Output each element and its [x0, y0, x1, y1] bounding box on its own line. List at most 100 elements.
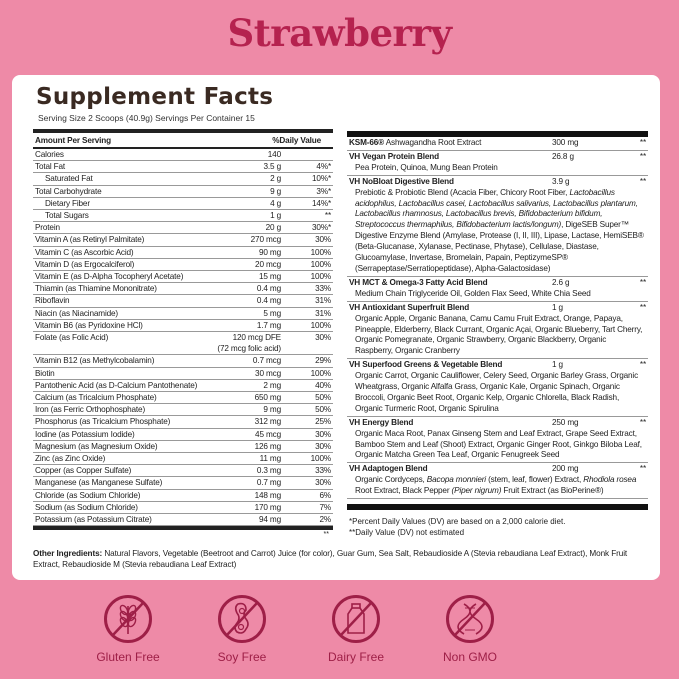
blend-amount: 250 mg [552, 417, 579, 427]
blend-name-text: VH NoBloat Digestive Blend [349, 176, 454, 186]
flavor-title: Strawberry [227, 11, 452, 55]
amount-value: 4 g [270, 198, 281, 208]
nutrient-name: Calcium (as Tricalcium Phosphate) [35, 393, 157, 403]
latin-name: Rhodiola rosea [583, 475, 637, 485]
blend-amount: 3.9 g [552, 176, 570, 186]
blend-dv: ** [639, 176, 646, 186]
blend-row: KSM-66® Ashwagandha Root Extract 300 mg ** [347, 137, 648, 151]
nutrient-name: Vitamin C (as Ascorbic Acid) [35, 247, 134, 257]
blend-name-text: VH Superfood Greens & Vegetable Blend [349, 360, 503, 370]
table-end-rule [347, 504, 648, 511]
blend-name: VH Vegan Protein Blend [349, 152, 546, 163]
daily-value: 30% [315, 333, 331, 343]
blend-row: VH Antioxidant Superfruit Blend 1 g ** Orga… [347, 302, 648, 360]
table-row: Folate (as Folic Acid) 120 mcg DFE (72 mcg… [33, 332, 333, 356]
amount-value: 30 mcg [255, 368, 281, 378]
badge-label: Gluten Free [96, 650, 160, 665]
blend-amount: 2.6 g [552, 277, 570, 287]
blend-name-text: VH Antioxidant Superfruit Blend [349, 302, 470, 312]
blend-name-text: VH Energy Blend [349, 417, 414, 427]
daily-value: 2% [319, 515, 331, 525]
table-row: Biotin 30 mcg 100% [33, 368, 333, 380]
nutrient-amount: 170 mg [223, 502, 282, 513]
amount-value: 120 mcg DFE [232, 333, 282, 343]
latin-name: Lactobacillus acidophilus, Lactobacillus… [355, 187, 638, 230]
blend-amount: 300 mg [552, 138, 579, 147]
amount-detail: (72 mcg folic acid) [217, 344, 281, 354]
blend-name-text: KSM-66® [349, 138, 385, 147]
nutrient-name: Magnesium (as Magnesium Oxide) [35, 441, 158, 451]
ingredient-text: Fruit Extract (as BioPerine®) [501, 486, 604, 496]
daily-value: 30% [315, 478, 331, 488]
blend-dv: ** [639, 302, 646, 312]
blend-header: KSM-66® Ashwagandha Root Extract 300 mg ** [349, 138, 646, 149]
latin-name: (Piper nigrum) [451, 486, 502, 496]
blend-header: VH Vegan Protein Blend 26.8 g ** [349, 152, 646, 163]
daily-value: 100% [310, 320, 331, 330]
table-row: Copper (as Copper Sulfate) 0.3 mg 33% [33, 465, 333, 478]
badge-label: Dairy Free [327, 650, 384, 665]
ingredient-text: (stem, leaf, flower) Extract, [485, 475, 584, 485]
daily-value: 30%* [312, 223, 331, 233]
blend-dv: ** [639, 360, 646, 370]
blend-ingredients: Pea Protein, Quinoa, Mung Bean Protein [349, 163, 646, 174]
blend-ingredients: Organic Cordyceps, Bacopa monnieri (stem… [349, 475, 646, 497]
badge-label: Non GMO [442, 650, 497, 665]
ingredient-text: Pea Protein, Quinoa, Mung Bean Protein [355, 162, 498, 172]
nutrient-amount: 1 g [223, 210, 281, 221]
daily-value: 30% [315, 441, 331, 451]
supplement-facts-card: Supplement Facts Serving Size 2 Scoops (… [12, 75, 660, 581]
daily-value: 25% [315, 417, 331, 427]
blend-dv: ** [639, 138, 646, 147]
daily-value: 3%* [316, 186, 331, 196]
table-end-rule [33, 526, 333, 531]
nutrient-name: Folate (as Folic Acid) [35, 333, 109, 343]
nutrient-amount: 120 mcg DFE (72 mcg folic acid) [213, 332, 281, 354]
blend-amount: 1 g [552, 360, 563, 370]
daily-value: 100% [310, 272, 331, 282]
amount-value: 312 mg [254, 417, 282, 427]
nutrient-name: Pantothenic Acid (as D-Calcium Pantothen… [35, 380, 198, 390]
badge-label: Soy Free [217, 650, 267, 665]
left-note: ** [323, 531, 329, 539]
nutrient-name: Calories [35, 150, 64, 159]
facts-columns: Amount Per Serving %Daily Value Calories… [33, 129, 648, 540]
milk-bottle-crossed-icon [306, 594, 406, 644]
nutrient-name: Dietary Fiber [45, 198, 90, 208]
nutrient-name: Potassium (as Potassium Citrate) [35, 515, 152, 525]
badge-gluten-free: Gluten Free [78, 594, 178, 665]
table-row: Calories 140 [33, 149, 333, 162]
dv-header: %Daily Value [272, 136, 321, 145]
ingredient-text: Medium Chain Triglyceride Oil, Golden Fl… [355, 288, 591, 298]
amount-value: 0.7 mg [256, 478, 281, 488]
nutrient-amount: 11 mg [223, 453, 282, 464]
blend-ingredients: Prebiotic & Probiotic Blend (Acacia Fibe… [349, 188, 646, 275]
badge-dairy-free: Dairy Free [306, 594, 406, 665]
nutrient-amount: 1.7 mg [223, 320, 281, 331]
blend-name: KSM-66® Ashwagandha Root Extract [349, 138, 546, 149]
amount-value: 20 g [265, 223, 281, 233]
nutrient-amount: 148 mg [223, 490, 282, 501]
nutrient-name: Iodine (as Potassium Iodide) [35, 429, 135, 439]
footnotes: *Percent Daily Values (DV) are based on … [347, 510, 648, 538]
table-row: Total Sugars 1 g ** [33, 210, 333, 223]
daily-value: 6% [319, 490, 331, 500]
daily-value: 100% [310, 454, 331, 464]
daily-value: 30% [315, 235, 331, 245]
amount-value: 2 mg [263, 380, 281, 390]
nutrient-name: Vitamin E (as D-Alpha Tocopheryl Acetate… [35, 272, 184, 282]
blend-ingredients: Organic Maca Root, Panax Ginseng Stem an… [349, 429, 646, 462]
amount-value: 0.4 mg [256, 284, 281, 294]
blend-row: VH Vegan Protein Blend 26.8 g ** Pea Protei… [347, 151, 648, 176]
nutrient-name: Saturated Fat [45, 174, 93, 184]
daily-value [281, 149, 331, 160]
daily-value: 100% [310, 368, 331, 378]
table-row: Pantothenic Acid (as D-Calcium Pantothen… [33, 380, 333, 393]
nutrient-amount: 30 mcg [223, 368, 281, 379]
nutrient-name: Manganese (as Manganese Sulfate) [35, 478, 163, 488]
table-row: Chloride (as Sodium Chloride) 148 mg 6% [33, 490, 333, 502]
nutrient-name: Copper (as Copper Sulfate) [35, 466, 132, 476]
table-row: Saturated Fat 2 g 10%* [33, 173, 333, 186]
ingredient-text: Organic Maca Root, Panax Ginseng Stem an… [355, 428, 642, 460]
daily-value: 14%* [312, 198, 331, 208]
